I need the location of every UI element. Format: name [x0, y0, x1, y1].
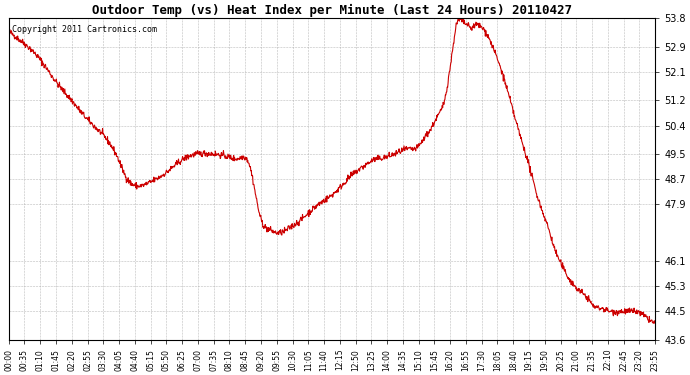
Text: Copyright 2011 Cartronics.com: Copyright 2011 Cartronics.com — [12, 25, 157, 34]
Title: Outdoor Temp (vs) Heat Index per Minute (Last 24 Hours) 20110427: Outdoor Temp (vs) Heat Index per Minute … — [92, 4, 572, 17]
